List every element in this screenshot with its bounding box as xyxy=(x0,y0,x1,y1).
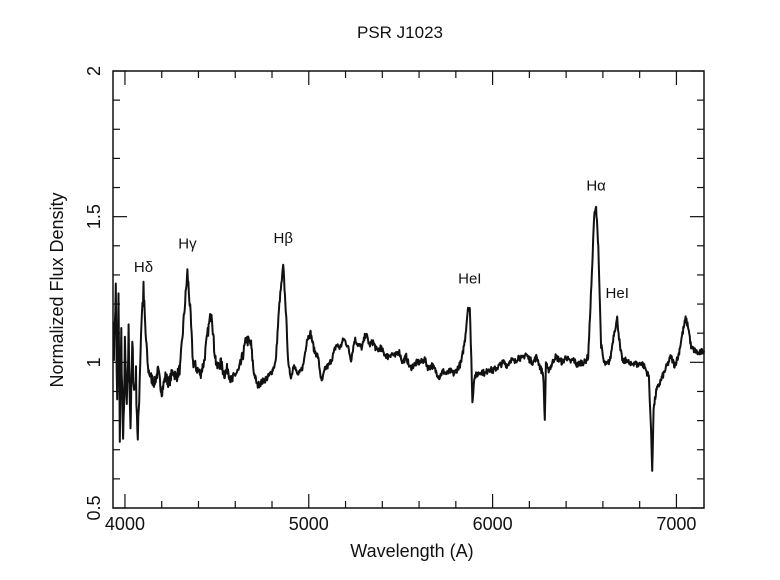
x-tick-label: 6000 xyxy=(473,514,513,534)
chart-title: PSR J1023 xyxy=(357,23,443,42)
y-tick-label: 0.5 xyxy=(84,495,104,520)
x-tick-labels: 4000 5000 6000 7000 xyxy=(105,514,697,534)
y-tick-labels: 0.5 1 1.5 2 xyxy=(84,66,104,521)
x-tick-label: 5000 xyxy=(289,514,329,534)
x-axis-label: Wavelength (A) xyxy=(350,541,473,561)
line-label: Hα xyxy=(586,177,606,194)
y-tick-label: 2 xyxy=(84,66,104,76)
line-label: Hδ xyxy=(134,259,153,276)
spectrum-line xyxy=(112,205,705,472)
line-label: HeI xyxy=(606,285,629,302)
line-label: HeI xyxy=(458,271,481,288)
plot-frame xyxy=(112,70,705,509)
x-tick-label: 4000 xyxy=(105,514,145,534)
axis-ticks xyxy=(113,70,704,509)
y-tick-label: 1.5 xyxy=(84,204,104,229)
y-tick-label: 1 xyxy=(84,357,104,367)
y-axis-label: Normalized Flux Density xyxy=(47,192,67,387)
line-label: Hγ xyxy=(178,236,197,253)
x-tick-label: 7000 xyxy=(656,514,696,534)
plot-area: Hδ Hγ Hβ HeI Hα HeI xyxy=(112,70,705,509)
line-annotations: Hδ Hγ Hβ HeI Hα HeI xyxy=(134,177,629,302)
line-label: Hβ xyxy=(273,230,293,247)
